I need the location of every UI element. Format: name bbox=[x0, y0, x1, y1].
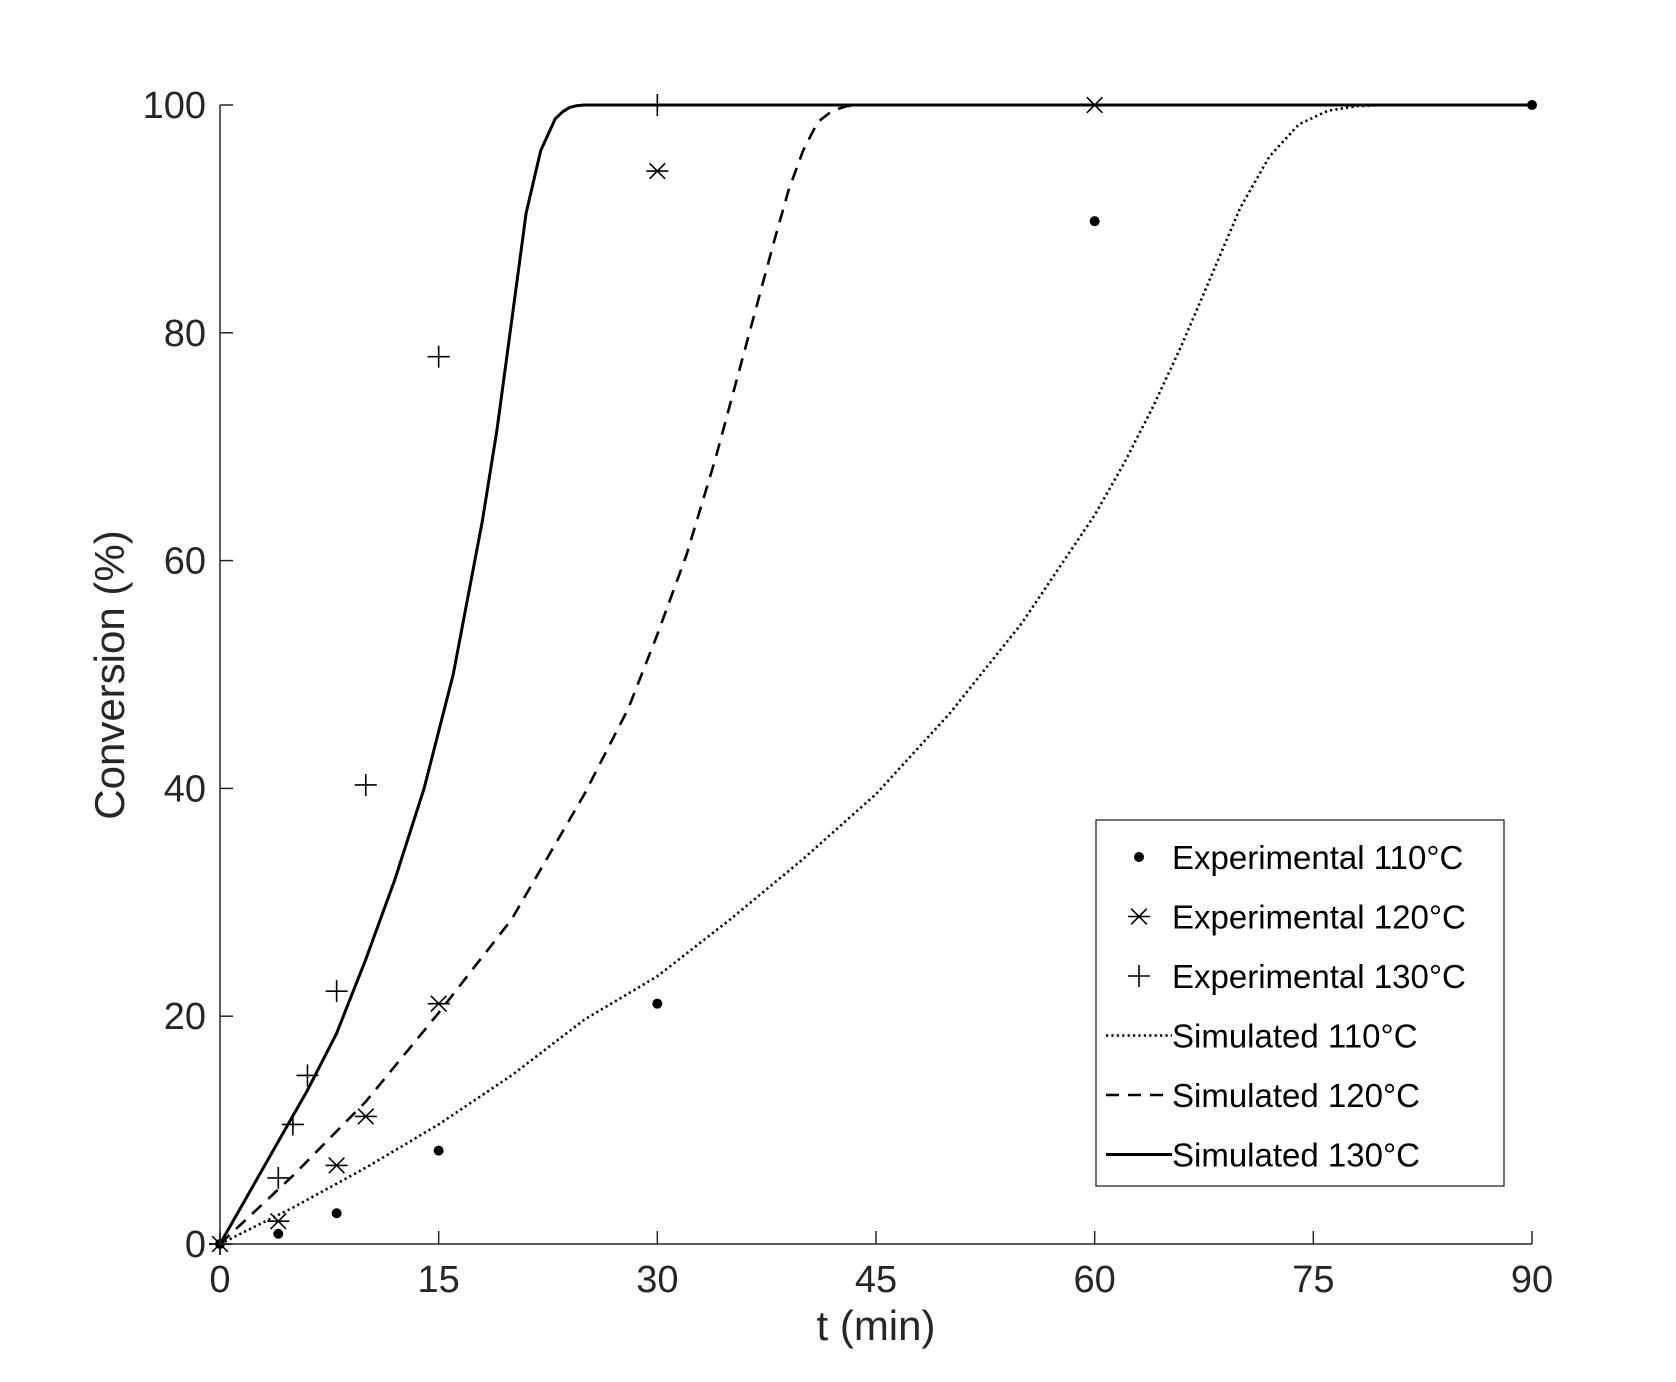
y-tick-label: 0 bbox=[185, 1224, 206, 1266]
data-point-dot bbox=[1089, 216, 1100, 227]
legend-entry: Simulated 130°C bbox=[1106, 1137, 1420, 1174]
x-axis-label: t (min) bbox=[817, 1302, 936, 1349]
data-point-asterisk bbox=[646, 162, 669, 180]
x-tick-label: 45 bbox=[855, 1259, 897, 1301]
legend-label: Experimental 120°C bbox=[1172, 899, 1466, 936]
data-point-dot bbox=[331, 1208, 342, 1219]
axes: 0 15 30 45 60 75 90 0 20 40 60 80 100 bbox=[143, 85, 1554, 1301]
data-point-asterisk bbox=[267, 1212, 290, 1230]
x-tick-label: 0 bbox=[209, 1259, 230, 1301]
legend-label: Experimental 130°C bbox=[1172, 958, 1466, 995]
legend-entry: Experimental 120°C bbox=[1128, 899, 1466, 936]
data-point-dot bbox=[273, 1228, 284, 1239]
legend-entry: Experimental 110°C bbox=[1134, 839, 1463, 876]
legend: Experimental 110°C Experimental 120°C Expe… bbox=[1095, 819, 1505, 1187]
data-point-plus bbox=[296, 1064, 319, 1087]
legend-label: Simulated 110°C bbox=[1172, 1018, 1418, 1055]
data-point-plus bbox=[427, 345, 450, 368]
legend-label: Simulated 130°C bbox=[1172, 1137, 1420, 1174]
plot-area bbox=[209, 94, 1537, 1255]
legend-entry: Experimental 130°C bbox=[1128, 958, 1466, 995]
y-tick-label: 80 bbox=[164, 313, 206, 355]
y-tick-label: 100 bbox=[143, 85, 206, 127]
data-point-asterisk bbox=[1083, 96, 1106, 114]
legend-marker-dot bbox=[1134, 852, 1144, 862]
data-point-plus bbox=[354, 773, 377, 796]
data-point-asterisk bbox=[354, 1108, 377, 1125]
x-tick-label: 15 bbox=[418, 1259, 460, 1301]
data-point-asterisk bbox=[325, 1157, 348, 1174]
data-point-dot bbox=[652, 998, 663, 1009]
legend-box bbox=[1095, 819, 1505, 1187]
x-tick-label: 90 bbox=[1511, 1259, 1553, 1301]
data-point-asterisk bbox=[427, 995, 450, 1013]
legend-label: Experimental 110°C bbox=[1172, 839, 1463, 876]
y-tick-label: 60 bbox=[164, 541, 206, 583]
legend-marker-asterisk bbox=[1128, 908, 1150, 925]
data-point-plus bbox=[646, 94, 669, 116]
data-point-plus bbox=[325, 980, 348, 1003]
legend-marker-plus bbox=[1128, 965, 1150, 987]
y-tick-label: 20 bbox=[164, 996, 206, 1038]
series-line-solid bbox=[218, 103, 1532, 1245]
data-point-dot bbox=[433, 1145, 444, 1156]
data-point-dot bbox=[1527, 100, 1537, 110]
x-tick-label: 75 bbox=[1292, 1259, 1334, 1301]
legend-entry: Simulated 120°C bbox=[1106, 1077, 1420, 1114]
data-point-plus bbox=[267, 1166, 290, 1189]
legend-label: Simulated 120°C bbox=[1172, 1077, 1420, 1114]
data-point-plus bbox=[281, 1113, 304, 1136]
y-tick-label: 40 bbox=[164, 768, 206, 810]
y-axis-label: Conversion (%) bbox=[86, 530, 133, 819]
legend-entry: Simulated 110°C bbox=[1106, 1018, 1418, 1055]
x-tick-label: 30 bbox=[636, 1259, 678, 1301]
x-tick-label: 60 bbox=[1074, 1259, 1116, 1301]
series-line-dashed bbox=[219, 103, 1532, 1245]
